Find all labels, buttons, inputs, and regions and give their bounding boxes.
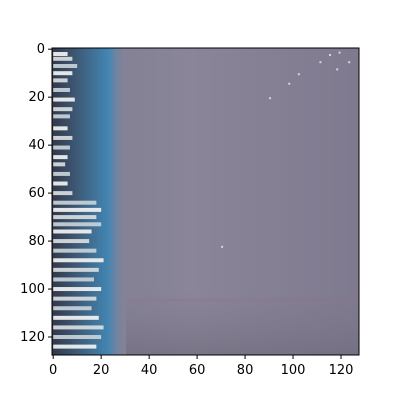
boat-mark bbox=[53, 335, 102, 340]
boat-mark bbox=[53, 267, 99, 272]
x-tick-label: 0 bbox=[49, 363, 57, 378]
boat-mark bbox=[53, 87, 70, 92]
boat-mark bbox=[53, 325, 104, 330]
speckle-mark bbox=[288, 82, 291, 85]
boat-mark bbox=[53, 215, 97, 220]
boat-mark bbox=[53, 248, 97, 253]
axes-frame bbox=[51, 47, 360, 356]
boat-mark bbox=[53, 114, 70, 119]
boat-mark bbox=[53, 277, 94, 282]
boat-mark bbox=[53, 63, 78, 68]
x-tick-label: 60 bbox=[189, 363, 206, 378]
x-axis: 0 20 40 60 80 100 120 bbox=[49, 355, 353, 378]
speckle-mark bbox=[336, 68, 339, 71]
boat-mark bbox=[53, 229, 92, 234]
y-axis: 0 20 40 60 80 100 120 bbox=[20, 42, 52, 345]
boat-mark bbox=[53, 239, 90, 244]
y-tick-label: 40 bbox=[28, 138, 45, 153]
boat-mark bbox=[53, 145, 70, 150]
speckles-group bbox=[221, 51, 351, 248]
boat-mark bbox=[53, 71, 73, 76]
boat-mark bbox=[53, 315, 99, 320]
speckle-mark bbox=[269, 97, 272, 100]
boats-group bbox=[53, 51, 104, 349]
boat-mark bbox=[53, 78, 68, 83]
boat-mark bbox=[53, 306, 92, 311]
bottom-shadow-band bbox=[126, 292, 359, 355]
y-tick-label: 80 bbox=[28, 234, 45, 249]
x-tick-label: 20 bbox=[93, 363, 110, 378]
speckle-mark bbox=[221, 245, 224, 248]
boat-mark bbox=[53, 207, 102, 212]
boat-mark bbox=[53, 181, 68, 186]
boat-mark bbox=[53, 135, 73, 140]
boat-mark bbox=[53, 56, 73, 61]
boat-mark bbox=[53, 296, 97, 301]
boat-mark bbox=[53, 222, 102, 227]
boat-mark bbox=[53, 97, 75, 102]
y-tick-label: 120 bbox=[20, 330, 45, 345]
speckle-mark bbox=[338, 51, 341, 54]
boat-mark bbox=[53, 51, 68, 56]
speckle-mark bbox=[348, 61, 351, 64]
y-tick-label: 20 bbox=[28, 90, 45, 105]
boat-mark bbox=[53, 191, 73, 196]
x-tick-label: 40 bbox=[141, 363, 158, 378]
speckle-mark bbox=[329, 53, 332, 56]
boat-mark bbox=[53, 171, 70, 176]
boat-mark bbox=[53, 287, 102, 292]
y-tick-label: 0 bbox=[37, 42, 45, 57]
speckle-mark bbox=[297, 73, 300, 76]
boat-mark bbox=[53, 344, 97, 349]
x-tick-label: 120 bbox=[329, 363, 354, 378]
boat-mark bbox=[53, 126, 68, 131]
x-tick-label: 80 bbox=[237, 363, 254, 378]
boat-mark bbox=[53, 258, 104, 263]
boat-mark bbox=[53, 107, 73, 112]
y-tick-label: 60 bbox=[28, 186, 45, 201]
y-tick-label: 100 bbox=[20, 282, 45, 297]
boat-mark bbox=[53, 155, 68, 160]
boat-mark bbox=[53, 200, 97, 205]
image-content bbox=[52, 48, 359, 355]
x-tick-label: 100 bbox=[281, 363, 306, 378]
boat-mark bbox=[53, 162, 66, 167]
speckle-mark bbox=[319, 61, 322, 64]
